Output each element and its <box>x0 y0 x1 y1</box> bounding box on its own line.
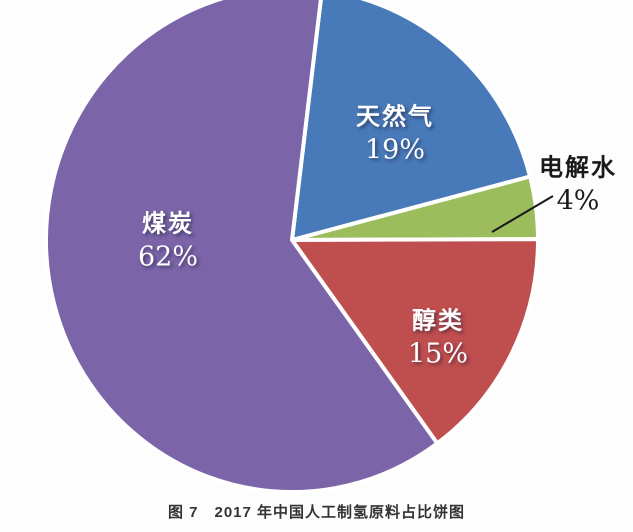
figure-caption: 图 7 2017 年中国人工制氢原料占比饼图 <box>167 504 466 521</box>
pie-slice-天然气 <box>290 0 533 242</box>
leader-lines <box>491 195 554 233</box>
pie-slices <box>44 0 541 495</box>
pie-slice-煤炭 <box>44 0 440 495</box>
pie-slice-醇类 <box>290 237 541 446</box>
leader-line-电解水 <box>491 195 554 233</box>
